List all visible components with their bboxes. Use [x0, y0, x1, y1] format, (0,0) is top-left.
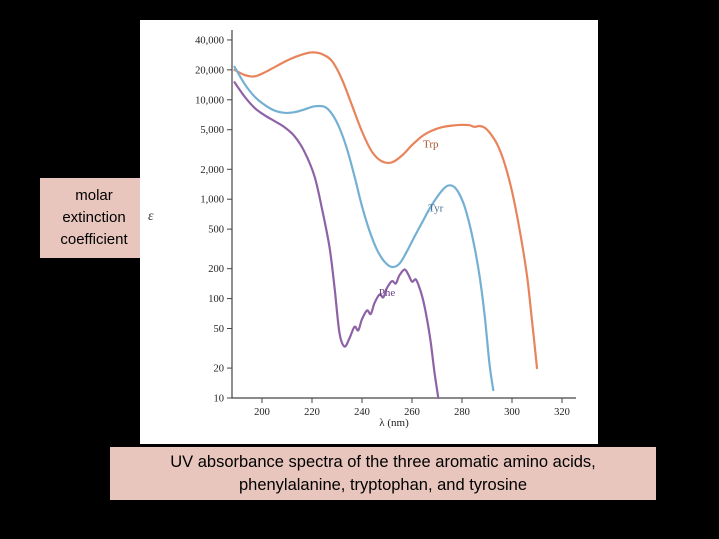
y-tick-label: 500 [208, 225, 224, 236]
y-axis-annotation-box: molar extinction coefficient [40, 178, 148, 258]
uv-spectra-chart: 10 20 50 100 200 500 1,000 2,000 5,000 10,000 20,0… [148, 30, 576, 429]
trp-curve [233, 51, 539, 370]
x-tick-label: 200 [254, 407, 270, 418]
y-tick-label: 5,000 [200, 125, 224, 136]
phe-curve-label: Phe [379, 287, 396, 299]
figure-caption: UV absorbance spectra of the three aroma… [110, 447, 656, 500]
annotation-line: molar [75, 187, 113, 205]
x-tick-label: 300 [504, 407, 520, 418]
y-tick-label: 100 [208, 294, 224, 305]
y-tick-label: 200 [208, 264, 224, 275]
x-tick-label: 280 [454, 407, 470, 418]
y-tick-label: 40,000 [195, 35, 224, 46]
annotation-line: coefficient [60, 230, 128, 248]
caption-line: phenylalanine, tryptophan, and tyrosine [238, 475, 528, 494]
y-tick-label: 50 [214, 324, 225, 335]
caption-line: UV absorbance spectra of the three aroma… [170, 453, 596, 472]
y-axis-label: ε [148, 209, 154, 224]
trp-curve-label: Trp [423, 139, 439, 151]
y-tick-label: 10,000 [195, 95, 224, 106]
annotation-line: extinction [62, 209, 126, 227]
chart-panel: 10 20 50 100 200 500 1,000 2,000 5,000 10,000 20,0… [140, 20, 598, 444]
y-tick-label: 2,000 [200, 165, 224, 176]
y-tick-label: 20,000 [195, 65, 224, 76]
x-tick-label: 320 [554, 407, 570, 418]
x-tick-label: 220 [304, 407, 320, 418]
x-tick-label: 240 [354, 407, 370, 418]
y-tick-label: 1,000 [200, 195, 224, 206]
y-tick-label: 10 [214, 394, 225, 405]
x-tick-label: 260 [404, 407, 420, 418]
y-tick-label: 20 [214, 364, 225, 375]
tyr-curve [233, 65, 495, 392]
axes [231, 30, 576, 399]
phe-curve [233, 81, 440, 400]
x-axis-label: λ (nm) [379, 417, 409, 429]
tyr-curve-label: Tyr [428, 203, 443, 215]
